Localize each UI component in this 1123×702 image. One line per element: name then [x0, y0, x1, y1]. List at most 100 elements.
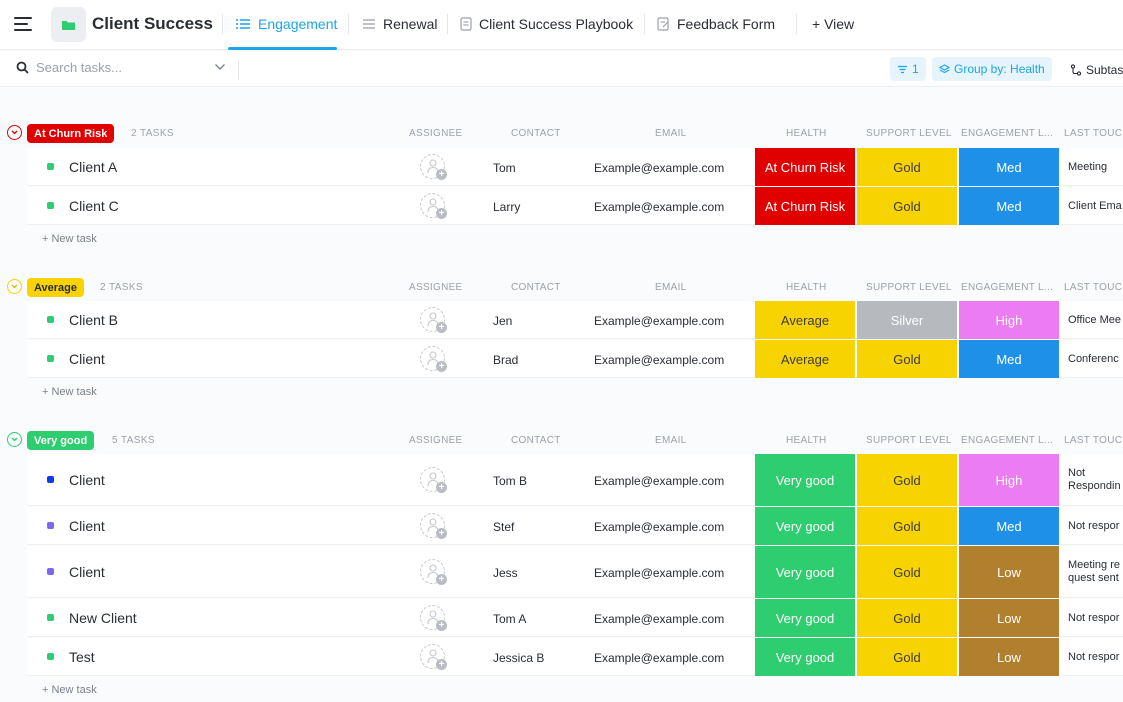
email-cell[interactable]: Example@example.com	[594, 520, 725, 534]
assignee-avatar[interactable]: +	[420, 307, 447, 333]
health-cell[interactable]: Very good	[755, 454, 855, 506]
column-header-email[interactable]: EMAIL	[655, 128, 687, 139]
contact-cell[interactable]: Jessica B	[493, 651, 545, 665]
email-cell[interactable]: Example@example.com	[594, 474, 725, 488]
status-dot[interactable]	[47, 316, 54, 323]
collapse-toggle[interactable]	[7, 125, 22, 140]
last-touch-cell[interactable]: Meeting re quest sent	[1068, 559, 1120, 584]
engagement-level-cell[interactable]: Med	[959, 340, 1059, 378]
email-cell[interactable]: Example@example.com	[594, 612, 725, 626]
health-cell[interactable]: At Churn Risk	[755, 187, 855, 225]
assignee-avatar[interactable]: +	[420, 467, 447, 493]
engagement-level-cell[interactable]: Low	[959, 638, 1059, 676]
email-cell[interactable]: Example@example.com	[594, 200, 725, 214]
engagement-level-cell[interactable]: High	[959, 454, 1059, 506]
contact-cell[interactable]: Tom A	[493, 612, 527, 626]
contact-cell[interactable]: Jen	[493, 314, 513, 328]
task-row[interactable]: Client C + Larry Example@example.com At …	[27, 187, 1123, 225]
tab-client-success-playbook[interactable]: Client Success Playbook	[460, 16, 633, 32]
status-dot[interactable]	[47, 163, 54, 170]
tab-feedback-form[interactable]: Feedback Form	[657, 16, 775, 32]
column-header-assignee[interactable]: ASSIGNEE	[409, 128, 463, 139]
column-header-last-touch[interactable]: LAST TOUCI	[1064, 128, 1123, 139]
status-badge[interactable]: Average	[27, 278, 85, 297]
task-row[interactable]: Client + Brad Example@example.com Averag…	[27, 340, 1123, 378]
assignee-avatar[interactable]: +	[420, 644, 447, 670]
engagement-level-cell[interactable]: High	[959, 301, 1059, 339]
column-header-support-level[interactable]: SUPPORT LEVEL	[866, 282, 952, 293]
folder-icon[interactable]	[51, 7, 86, 42]
health-cell[interactable]: Very good	[755, 638, 855, 676]
engagement-level-cell[interactable]: Low	[959, 546, 1059, 598]
task-row[interactable]: Client + Stef Example@example.com Very g…	[27, 507, 1123, 545]
support-level-cell[interactable]: Gold	[857, 340, 957, 378]
last-touch-cell[interactable]: Client Ema	[1068, 200, 1122, 212]
email-cell[interactable]: Example@example.com	[594, 314, 725, 328]
engagement-level-cell[interactable]: Med	[959, 187, 1059, 225]
column-header-email[interactable]: EMAIL	[655, 282, 687, 293]
assignee-avatar[interactable]: +	[420, 513, 447, 539]
search-input[interactable]: Search tasks...	[16, 60, 122, 75]
last-touch-cell[interactable]: Office Mee	[1068, 314, 1121, 326]
task-name[interactable]: Client	[69, 518, 105, 534]
column-header-last-touch[interactable]: LAST TOUCI	[1064, 435, 1123, 446]
status-dot[interactable]	[47, 614, 54, 621]
last-touch-cell[interactable]: Not respor	[1068, 612, 1120, 624]
last-touch-cell[interactable]: Not respor	[1068, 651, 1120, 663]
column-header-contact[interactable]: CONTACT	[511, 282, 561, 293]
task-row[interactable]: Client A + Tom Example@example.com At Ch…	[27, 148, 1123, 186]
column-header-engagement-level[interactable]: ENGAGEMENT L...	[961, 435, 1054, 446]
status-dot[interactable]	[47, 202, 54, 209]
subtasks-button[interactable]: Subtas	[1070, 63, 1123, 77]
task-name[interactable]: Test	[69, 649, 95, 665]
last-touch-cell[interactable]: Conferenc	[1068, 353, 1119, 365]
contact-cell[interactable]: Brad	[493, 353, 519, 367]
health-cell[interactable]: Very good	[755, 507, 855, 545]
email-cell[interactable]: Example@example.com	[594, 566, 725, 580]
status-dot[interactable]	[47, 653, 54, 660]
engagement-level-cell[interactable]: Low	[959, 599, 1059, 637]
add-view-button[interactable]: + View	[812, 16, 854, 32]
task-row[interactable]: Client + Tom B Example@example.com Very …	[27, 454, 1123, 506]
email-cell[interactable]: Example@example.com	[594, 651, 725, 665]
collapse-toggle[interactable]	[7, 432, 22, 447]
chevron-down-icon[interactable]	[214, 63, 226, 71]
assignee-avatar[interactable]: +	[420, 559, 447, 585]
support-level-cell[interactable]: Silver	[857, 301, 957, 339]
status-badge[interactable]: Very good	[27, 431, 95, 450]
column-header-support-level[interactable]: SUPPORT LEVEL	[866, 435, 952, 446]
task-row[interactable]: Client + Jess Example@example.com Very g…	[27, 546, 1123, 598]
column-header-health[interactable]: HEALTH	[786, 128, 827, 139]
column-header-health[interactable]: HEALTH	[786, 435, 827, 446]
column-header-assignee[interactable]: ASSIGNEE	[409, 282, 463, 293]
support-level-cell[interactable]: Gold	[857, 507, 957, 545]
new-task-button[interactable]: + New task	[42, 386, 97, 398]
task-name[interactable]: New Client	[69, 610, 137, 626]
column-header-contact[interactable]: CONTACT	[511, 435, 561, 446]
column-header-engagement-level[interactable]: ENGAGEMENT L...	[961, 282, 1054, 293]
last-touch-cell[interactable]: Not respor	[1068, 520, 1120, 532]
engagement-level-cell[interactable]: Med	[959, 507, 1059, 545]
status-dot[interactable]	[47, 522, 54, 529]
new-task-button[interactable]: + New task	[42, 684, 97, 696]
task-name[interactable]: Client B	[69, 312, 119, 328]
column-header-health[interactable]: HEALTH	[786, 282, 827, 293]
last-touch-cell[interactable]: Meeting	[1068, 161, 1108, 173]
space-title[interactable]: Client Success	[92, 14, 213, 33]
task-name[interactable]: Client A	[69, 159, 118, 175]
contact-cell[interactable]: Larry	[493, 200, 521, 214]
support-level-cell[interactable]: Gold	[857, 546, 957, 598]
group-by-button[interactable]: Group by: Health	[932, 57, 1052, 81]
tab-renewal[interactable]: Renewal	[362, 16, 437, 32]
status-badge[interactable]: At Churn Risk	[27, 124, 115, 143]
contact-cell[interactable]: Stef	[493, 520, 515, 534]
support-level-cell[interactable]: Gold	[857, 187, 957, 225]
task-name[interactable]: Client C	[69, 198, 119, 214]
health-cell[interactable]: Very good	[755, 599, 855, 637]
task-row[interactable]: Test + Jessica B Example@example.com Ver…	[27, 638, 1123, 676]
column-header-contact[interactable]: CONTACT	[511, 128, 561, 139]
column-header-support-level[interactable]: SUPPORT LEVEL	[866, 128, 952, 139]
assignee-avatar[interactable]: +	[420, 154, 447, 180]
collapse-toggle[interactable]	[7, 279, 22, 294]
column-header-email[interactable]: EMAIL	[655, 435, 687, 446]
